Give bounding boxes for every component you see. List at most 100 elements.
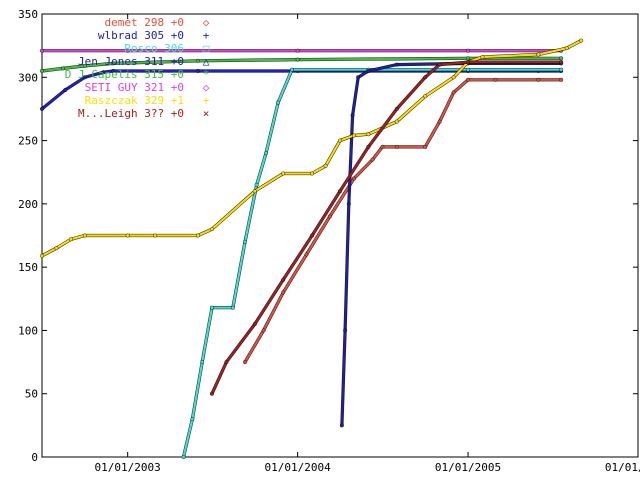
legend-marker: * xyxy=(203,68,210,81)
data-point xyxy=(564,46,569,51)
x-tick-label: 01/01/2005 xyxy=(435,461,501,474)
data-point xyxy=(252,189,257,194)
legend-marker: + xyxy=(203,29,210,42)
data-point xyxy=(281,171,286,176)
data-point xyxy=(209,391,214,396)
x-tick-label: 01/01/2006 xyxy=(605,461,640,474)
data-point xyxy=(82,75,87,80)
data-point xyxy=(559,56,564,61)
data-point xyxy=(125,48,130,53)
legend-entry-label: M...Leigh 3?? +0 xyxy=(78,107,184,120)
data-point xyxy=(101,70,106,75)
data-point xyxy=(394,62,399,67)
y-tick-label: 250 xyxy=(18,135,38,148)
data-point xyxy=(437,62,442,67)
data-point xyxy=(281,290,286,295)
data-point xyxy=(40,68,45,73)
data-point xyxy=(350,113,355,118)
data-point xyxy=(153,233,158,238)
data-point xyxy=(60,66,65,71)
legend-entry-label: wlbrad 305 +0 xyxy=(98,29,184,42)
data-point xyxy=(394,119,399,124)
data-point xyxy=(40,253,45,258)
data-point xyxy=(451,90,456,95)
y-axis: 0 50 100 150 200 250 300 350 xyxy=(18,8,638,464)
data-point xyxy=(63,87,68,92)
data-point xyxy=(338,189,343,194)
data-point xyxy=(209,305,214,310)
data-point xyxy=(466,67,471,72)
data-point xyxy=(281,277,286,282)
data-point xyxy=(339,423,344,428)
series-line xyxy=(210,61,562,395)
data-point xyxy=(536,77,541,82)
data-point xyxy=(338,138,343,143)
data-point xyxy=(195,58,200,63)
x-tick-label: 01/01/2004 xyxy=(265,461,332,474)
legend-marker: □ xyxy=(203,42,210,55)
data-point xyxy=(423,144,428,149)
data-point xyxy=(310,233,315,238)
data-point xyxy=(310,171,315,176)
y-tick-label: 50 xyxy=(25,388,38,401)
data-point xyxy=(351,176,356,181)
data-point xyxy=(536,52,541,57)
data-point xyxy=(304,252,309,257)
y-tick-label: 150 xyxy=(18,261,38,274)
x-tick-label: 01/01/2003 xyxy=(95,461,161,474)
data-point xyxy=(82,233,87,238)
data-point xyxy=(351,133,356,138)
data-point xyxy=(195,68,200,73)
data-point xyxy=(243,360,248,365)
data-point xyxy=(423,75,428,80)
data-point xyxy=(295,48,300,53)
data-point xyxy=(380,144,385,149)
legend-entry-label: Raszczak 329 +1 xyxy=(85,94,184,107)
series-raszczak xyxy=(40,38,584,258)
data-point xyxy=(356,75,361,80)
data-point xyxy=(559,67,564,72)
data-point xyxy=(68,237,73,242)
data-point xyxy=(252,322,257,327)
series-m-leigh xyxy=(209,60,564,396)
data-point xyxy=(451,75,456,80)
data-point xyxy=(346,201,351,206)
data-point xyxy=(125,233,130,238)
legend-entry-label: Jen Jones 311 +0 xyxy=(78,55,184,68)
series-line xyxy=(41,57,562,73)
data-point xyxy=(323,163,328,168)
data-point xyxy=(243,239,248,244)
data-point xyxy=(111,68,116,73)
data-point xyxy=(40,48,45,53)
legend-marker: △ xyxy=(203,55,210,68)
series-line xyxy=(244,78,562,363)
data-point xyxy=(466,48,471,53)
data-point xyxy=(224,360,229,365)
data-point xyxy=(437,119,442,124)
series-layer xyxy=(40,38,584,460)
data-point xyxy=(276,100,281,105)
data-point xyxy=(195,233,200,238)
data-point xyxy=(290,67,295,72)
data-point xyxy=(466,60,471,65)
legend-marker: + xyxy=(203,94,210,107)
data-point xyxy=(370,157,375,162)
data-point xyxy=(263,151,268,156)
data-point xyxy=(394,144,399,149)
data-point xyxy=(579,38,584,43)
legend-entry-label: SETI GUY 321 +0 xyxy=(85,81,184,94)
data-point xyxy=(181,455,186,460)
data-point xyxy=(559,77,564,82)
legend-marker: ◇ xyxy=(203,81,210,94)
data-point xyxy=(559,60,564,65)
data-point xyxy=(423,94,428,99)
data-point xyxy=(209,227,214,232)
data-point xyxy=(254,182,259,187)
legend-marker: × xyxy=(203,107,210,120)
legend-marker: ◇ xyxy=(203,16,210,29)
x-axis: 01/01/2003 01/01/2004 01/01/2005 01/01/2006 xyxy=(95,14,640,474)
legend-entry-label: Rosco 306 xyxy=(124,42,184,55)
data-point xyxy=(343,328,348,333)
legend-entry-label: demet 298 +0 xyxy=(105,16,184,29)
